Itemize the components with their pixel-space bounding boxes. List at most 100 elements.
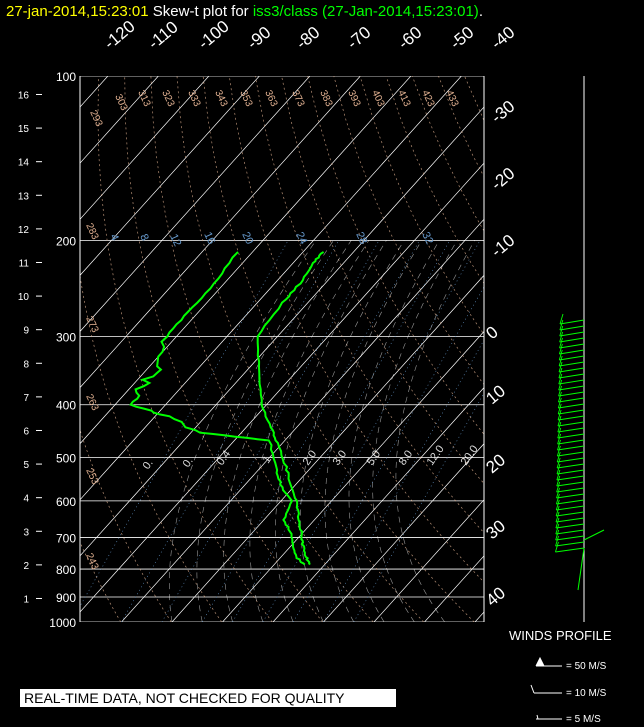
wind-barb <box>559 355 585 361</box>
wind-barb <box>558 379 585 385</box>
wind-legend-10: = 10 M/S <box>566 688 607 699</box>
dry-adiabat-label: 353 <box>237 89 254 109</box>
wind-barb <box>559 361 585 367</box>
temperature-label: 20 <box>482 450 509 477</box>
height-tick-label: 8 <box>23 359 29 370</box>
mixing-ratio-label: 4 <box>107 232 120 243</box>
wind-barb <box>559 349 585 355</box>
wind-barb-flag <box>557 415 562 427</box>
dry-adiabat-label: 413 <box>395 89 412 109</box>
dry-adiabat-label: 293 <box>87 109 104 129</box>
wind-barb <box>556 481 585 487</box>
dry-adiabat <box>385 76 484 285</box>
temperature-label: -90 <box>243 23 274 53</box>
dry-adiabat <box>202 76 475 622</box>
mixing-ratio-line <box>232 240 451 622</box>
isotherm-line <box>80 76 311 332</box>
pressure-tick-label: 800 <box>56 563 76 577</box>
dry-adiabat-label: 283 <box>83 222 100 242</box>
isotherm-line <box>80 76 462 501</box>
temperature-label: -70 <box>343 23 374 53</box>
moist-adiabat-label: 8.0 <box>397 448 416 467</box>
temperature-label: -50 <box>446 23 477 53</box>
dry-adiabat <box>491 76 644 622</box>
dry-adiabat <box>569 76 644 622</box>
grid-lines <box>80 76 644 622</box>
wind-barb-flag <box>556 481 561 493</box>
wind-barb <box>559 337 585 343</box>
legend-barb-5 <box>536 714 562 720</box>
wind-barb-flag <box>558 349 563 361</box>
dry-adiabat <box>80 428 172 622</box>
mixing-ratio-label: 32 <box>419 230 435 246</box>
mixing-ratio-line <box>202 240 420 622</box>
dry-adiabat-label: 323 <box>159 89 176 109</box>
wind-barb-flag <box>555 493 560 505</box>
wind-barb-flag <box>558 373 563 385</box>
dry-adiabat <box>281 76 484 485</box>
wind-barb <box>557 457 585 463</box>
dry-adiabat-label: 273 <box>83 315 100 335</box>
mixing-ratio-label: 20 <box>239 230 255 246</box>
wind-barb-flag <box>555 535 559 547</box>
dry-adiabat <box>517 76 644 622</box>
wind-barb-flag <box>558 391 562 403</box>
wind-barb <box>557 427 585 433</box>
wind-barb-flag <box>557 421 562 433</box>
mixing-ratio-line <box>121 240 339 622</box>
axis-labels: 1002003004005006007008009001000123456789… <box>18 17 519 630</box>
wind-barb-flag <box>558 355 563 367</box>
wind-barb <box>559 343 585 349</box>
pressure-tick-label: 200 <box>56 234 76 248</box>
wind-barb-flag <box>559 337 563 349</box>
mixing-ratio-line <box>262 240 481 622</box>
wind-barb <box>557 451 585 457</box>
dry-adiabat-label: 373 <box>289 89 306 109</box>
height-tick-label: 12 <box>18 225 30 236</box>
moist-adiabat <box>196 240 334 622</box>
moist-adiabat <box>223 240 352 622</box>
wind-barb-flag <box>558 385 562 397</box>
height-tick-label: 9 <box>23 326 29 337</box>
dry-adiabat-label: 333 <box>185 89 202 109</box>
wind-barb <box>559 319 585 325</box>
wind-barb-flag <box>559 325 564 337</box>
wind-barb-flag <box>555 523 560 535</box>
pressure-tick-label: 400 <box>56 399 76 413</box>
pressure-tick-label: 700 <box>56 531 76 545</box>
wind-barb-flag <box>557 427 562 439</box>
wind-barb-flag <box>555 511 560 523</box>
mixing-ratio-line <box>323 339 484 622</box>
moist-adiabat-label: 0.4 <box>215 448 234 467</box>
height-tick-label: 2 <box>23 561 29 572</box>
wind-barb-flag <box>558 361 563 373</box>
dry-adiabat <box>359 76 484 335</box>
moist-adiabat-label: 20.0 <box>459 443 481 467</box>
wind-barb <box>555 541 585 547</box>
isotherm-line <box>80 76 109 108</box>
dry-adiabat <box>333 76 484 386</box>
dry-adiabat-label: 253 <box>83 467 100 487</box>
wind-barb <box>557 445 585 451</box>
height-tick-label: 13 <box>18 191 30 202</box>
dry-adiabat-label: 263 <box>83 393 100 413</box>
mixing-ratio-label: 12 <box>167 232 183 248</box>
dry-adiabat <box>80 273 222 622</box>
temperature-label: -20 <box>487 164 518 194</box>
wind-legend-50: = 50 M/S <box>566 661 607 672</box>
moist-adiabat <box>249 240 370 622</box>
wind-barb <box>556 493 585 499</box>
height-tick-label: 7 <box>23 393 29 404</box>
pressure-tick-label: 100 <box>56 70 76 84</box>
temperature-label: 0 <box>482 322 501 343</box>
dry-adiabat-label: 313 <box>135 89 152 109</box>
wind-barb-flag <box>557 397 562 409</box>
wind-barb-flag <box>559 331 564 343</box>
wind-barb <box>557 463 585 469</box>
moist-adiabat-label: 2.0 <box>301 448 320 467</box>
mixing-ratio-label: 24 <box>293 230 309 246</box>
wind-barb-flag <box>555 505 560 517</box>
height-tick-label: 6 <box>23 426 29 437</box>
chart-title: 27-jan-2014,15:23:01 Skew-t plot for iss… <box>6 3 483 20</box>
